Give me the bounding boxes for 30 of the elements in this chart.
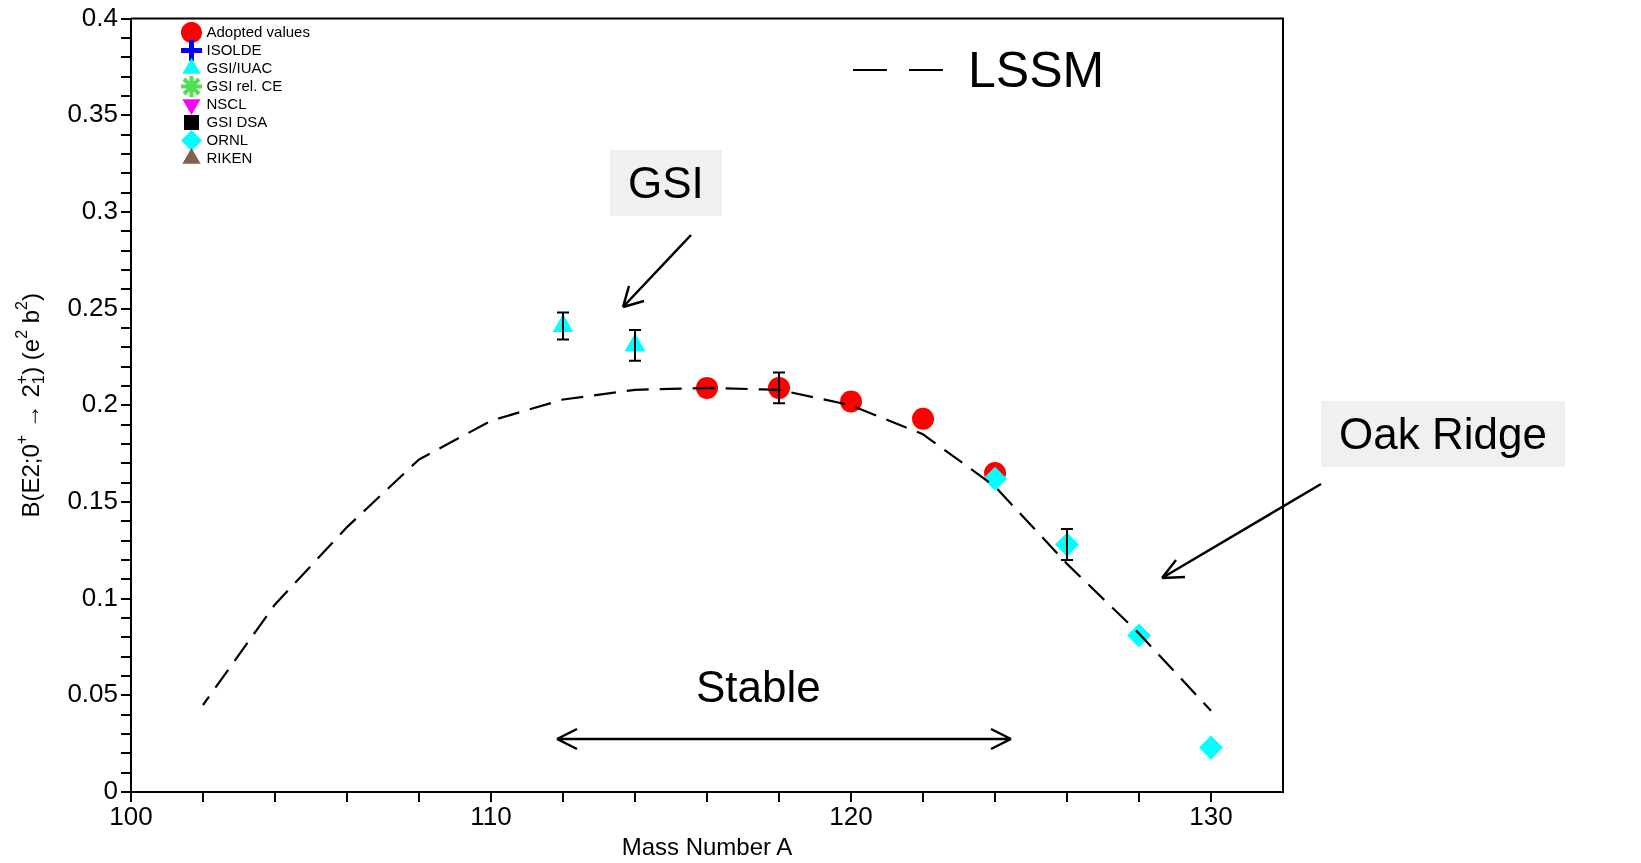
- point: [912, 407, 934, 430]
- annotation: GSI: [610, 150, 722, 216]
- y-tick-label: 0.25: [67, 291, 118, 322]
- x-axis-title: Mass Number A: [621, 833, 793, 861]
- text: Oak Ridge: [1321, 401, 1565, 467]
- legend-label: GSI/IUAC: [206, 58, 273, 76]
- y-tick-label: 0.4: [81, 1, 118, 32]
- legend-label: ORNL: [206, 130, 249, 148]
- legend-label: Adopted values: [206, 22, 310, 40]
- y-tick-label: 0.15: [67, 485, 118, 516]
- x-tick-label: 130: [1189, 800, 1233, 831]
- legend-label: GSI rel. CE: [206, 76, 283, 94]
- point: [696, 376, 718, 399]
- text: B(E2;0+ → 21+) (e2 b2): [13, 293, 47, 518]
- y-tick-label: 0.35: [67, 98, 118, 129]
- x-tick-label: 120: [829, 800, 873, 831]
- y-tick-label: 0.05: [67, 678, 118, 709]
- legend-label: NSCL: [206, 94, 247, 112]
- point: [840, 390, 862, 413]
- point: [983, 466, 1007, 491]
- annotation: Stable: [696, 662, 821, 712]
- point: [1199, 735, 1223, 760]
- legend-label: GSI DSA: [206, 112, 268, 130]
- x-tick-label: 110: [470, 800, 512, 831]
- legend-label: LSSM: [968, 40, 1105, 99]
- y-tick-label: 0.2: [81, 388, 118, 419]
- legend-label: RIKEN: [206, 148, 253, 166]
- y-tick-label: 0.1: [81, 581, 118, 612]
- legend-label: ISOLDE: [206, 40, 262, 58]
- y-tick-label: 0.3: [81, 195, 118, 226]
